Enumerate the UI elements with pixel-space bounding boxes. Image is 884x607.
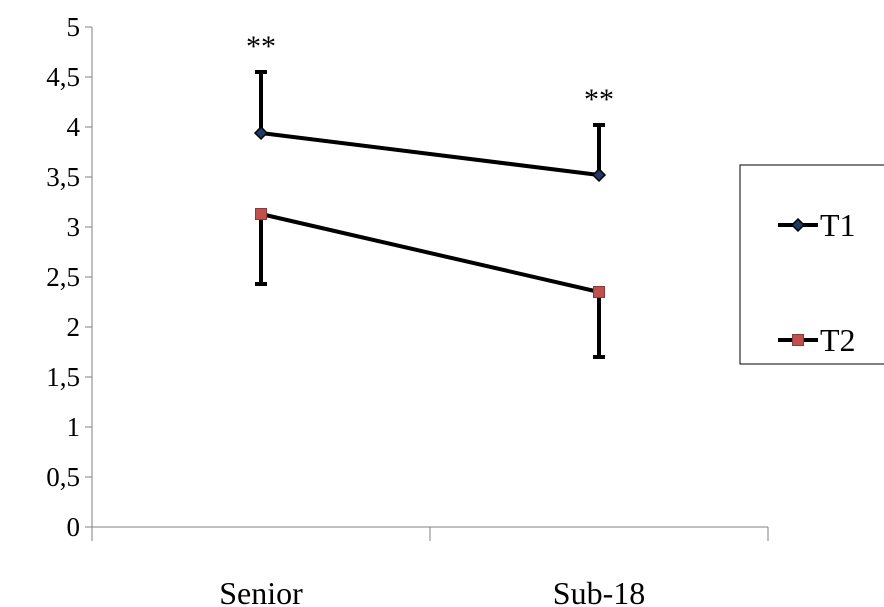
x-category-label: Senior bbox=[219, 575, 303, 607]
data-point-t1 bbox=[591, 167, 607, 183]
y-tick-label: 5 bbox=[67, 12, 81, 42]
series-line-t1 bbox=[260, 131, 600, 177]
legend-marker-t2 bbox=[792, 334, 804, 346]
y-tick-label: 0,5 bbox=[46, 462, 80, 492]
y-axis-ticks: 0 0,5 1 1,5 2 2,5 3 3,5 4 4,5 5 bbox=[46, 12, 92, 542]
data-point-t2 bbox=[255, 208, 267, 220]
legend-box bbox=[739, 164, 884, 365]
legend-label-t1: T1 bbox=[820, 207, 856, 243]
chart-axes bbox=[91, 27, 768, 528]
data-point-t2 bbox=[593, 286, 605, 298]
significance-marker: ** bbox=[246, 30, 276, 63]
significance-marker: ** bbox=[584, 83, 614, 116]
y-tick-label: 1 bbox=[67, 412, 81, 442]
y-tick-label: 3 bbox=[67, 212, 81, 242]
legend-label-t2: T2 bbox=[820, 322, 856, 358]
data-point-t1 bbox=[253, 125, 269, 141]
legend: T1 T2 bbox=[739, 164, 884, 365]
y-tick-label: 2 bbox=[67, 312, 81, 342]
y-tick-label: 4 bbox=[67, 112, 81, 142]
series-markers bbox=[253, 125, 607, 298]
x-category-label: Sub-18 bbox=[553, 575, 645, 607]
y-tick-label: 0 bbox=[67, 512, 81, 542]
error-bars bbox=[255, 70, 605, 359]
series-line-t2 bbox=[260, 212, 600, 294]
y-tick-label: 1,5 bbox=[46, 362, 80, 392]
y-tick-label: 3,5 bbox=[46, 162, 80, 192]
series-lines bbox=[260, 131, 600, 294]
legend-marker-t1 bbox=[790, 217, 806, 233]
significance-annotations: ** ** bbox=[246, 30, 614, 116]
x-axis-ticks: Senior Sub-18 bbox=[91, 527, 769, 607]
y-tick-label: 2,5 bbox=[46, 262, 80, 292]
y-tick-label: 4,5 bbox=[46, 62, 80, 92]
